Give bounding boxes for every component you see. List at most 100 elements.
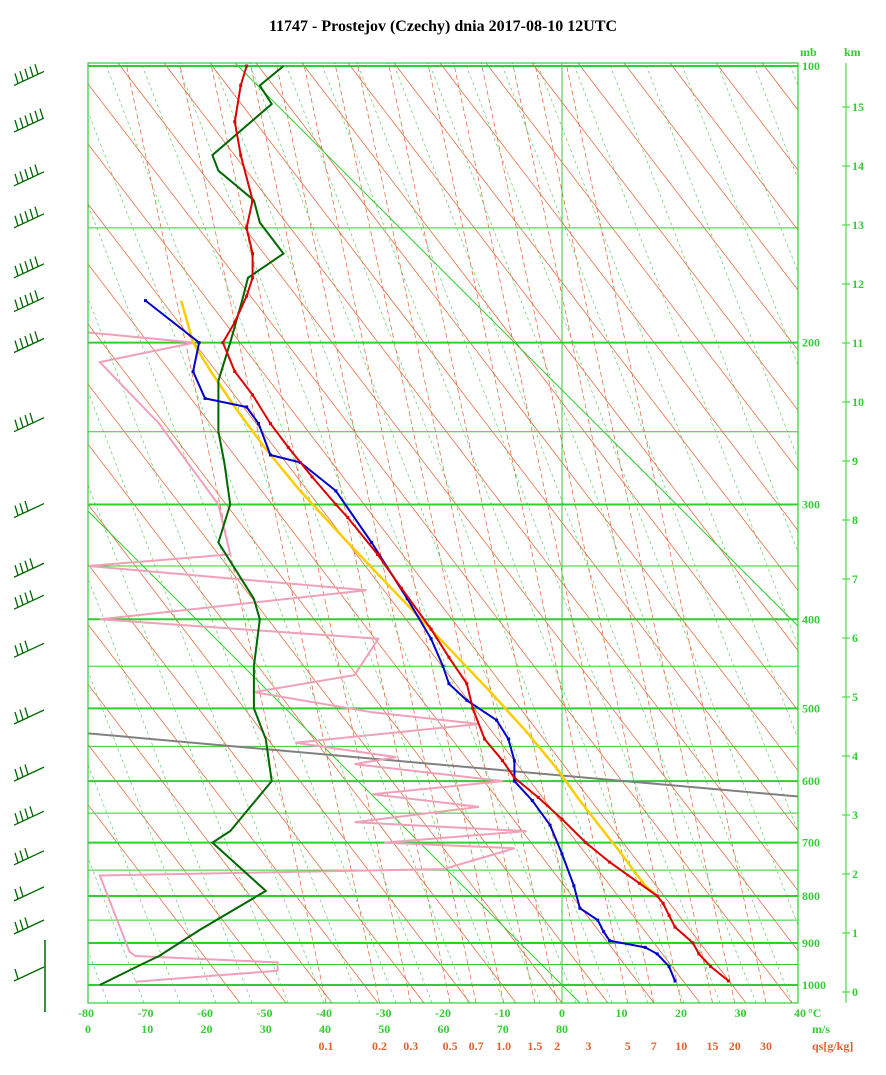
- mixing-ratio-line: [453, 63, 655, 1003]
- mixing-ratio-unit-label: qs[g/kg]: [812, 1039, 853, 1053]
- moist-adiabat-line: [88, 390, 325, 1003]
- wind-tick-label: 80: [556, 1022, 568, 1036]
- wind-barb: [13, 806, 45, 826]
- wind-barb-staff: [13, 263, 45, 279]
- wind-barb-feather: [19, 886, 24, 897]
- wind-barb-feather: [24, 414, 29, 426]
- wind-barb: [13, 412, 45, 433]
- pressure-tick-label: 100: [802, 59, 820, 73]
- dry-adiabat-line: [209, 63, 798, 832]
- temperature-tick-label: -30: [376, 1006, 392, 1020]
- temperature-tick-label: 30: [735, 1006, 747, 1020]
- temperature-point: [251, 198, 255, 202]
- moist-adiabat-line: [0, 0, 36, 1003]
- wind-barb-feather: [19, 919, 24, 930]
- dewpoint-point: [245, 405, 249, 409]
- pressure-tick-label: 200: [802, 336, 820, 350]
- wind_profile-series: [99, 65, 285, 986]
- pressure-unit-label: mb: [800, 45, 817, 59]
- height-tick-label: 8: [852, 513, 858, 527]
- mixing-ratio-line: [303, 63, 504, 1003]
- dewpoint-point: [667, 965, 671, 969]
- temperature-tick-label: -60: [197, 1006, 213, 1020]
- dry-adiabat-line: [577, 63, 798, 351]
- dewpoint-point: [465, 698, 469, 702]
- height-tick-label: 2: [852, 867, 858, 881]
- wind-barb-feather: [19, 810, 24, 822]
- moist-adiabat-line: [856, 0, 886, 1003]
- mixing-ratio-tick-label: 15: [707, 1039, 719, 1053]
- wind-barb-feather: [14, 711, 19, 723]
- dewpoint-point: [512, 759, 516, 763]
- dry-adiabat-line: [88, 623, 379, 1003]
- wind-barb-feather: [14, 215, 19, 227]
- mixing-ratio-line: [179, 63, 380, 1003]
- wind-barb-staff: [13, 562, 45, 578]
- wind-barb-feather: [14, 419, 19, 430]
- mixing-ratio-line: [356, 63, 558, 1003]
- dewpoint-point: [530, 799, 534, 803]
- wind-barb-feather: [19, 70, 24, 82]
- wind-tick-label: 20: [201, 1022, 213, 1036]
- dry-adiabat-line: [715, 63, 798, 171]
- wind-barb-staff: [13, 70, 45, 87]
- dry-adiabat-line: [88, 83, 793, 1003]
- dry-adiabat-line: [347, 63, 798, 652]
- moist-adiabat-line: [788, 63, 798, 87]
- temperature-point: [727, 979, 731, 983]
- humidity_line-series: [88, 331, 527, 983]
- pressure-tick-label: 700: [802, 836, 820, 850]
- wind-barb-staff: [13, 886, 45, 902]
- temperature-tick-label: 0: [559, 1006, 565, 1020]
- dewpoint-point: [268, 453, 272, 457]
- mixing-ratio-tick-label: 30: [760, 1039, 772, 1053]
- height-tick-label: 6: [852, 631, 858, 645]
- wind-tick-label: 70: [497, 1022, 509, 1036]
- dry-adiabat-line: [88, 803, 241, 1003]
- height-tick-label: 14: [852, 159, 864, 173]
- wind-barb-feather: [29, 292, 34, 303]
- wind-tick-label: 40: [319, 1022, 331, 1036]
- mixing-ratio-line: [334, 63, 536, 1003]
- temperature-point: [239, 83, 243, 87]
- dewpoint-point: [405, 597, 409, 601]
- dry-adiabat-line: [88, 383, 563, 1003]
- wind-barb-feather: [24, 260, 29, 272]
- moist-adiabat-line: [88, 297, 361, 1003]
- temperature-point: [245, 226, 249, 230]
- wind-barb-feather: [14, 888, 19, 900]
- wind-barb-staff: [13, 117, 45, 133]
- temperature-point: [560, 817, 564, 821]
- moist-adiabat-line: [176, 63, 541, 1003]
- mixing-ratio-line: [210, 63, 412, 1003]
- temperature-point: [697, 952, 701, 956]
- wind-barb: [13, 886, 45, 902]
- moist-adiabat-line: [392, 63, 757, 1003]
- temperature-tick-label: 20: [675, 1006, 687, 1020]
- height-tick-label: 4: [852, 749, 858, 763]
- isotherm-line: [88, 510, 581, 1003]
- wind-barb-feather: [29, 208, 34, 220]
- wind-barb: [13, 108, 45, 133]
- wind-barb-feather: [14, 565, 19, 576]
- wind-barb: [13, 848, 45, 866]
- mixing-ratio-tick-label: 10: [675, 1039, 687, 1053]
- dry-adiabat-line: [88, 743, 287, 1003]
- dewpoint-point: [191, 370, 195, 374]
- wind-barb: [13, 206, 45, 229]
- wind-tick-label: 10: [141, 1022, 153, 1036]
- wind-barb-feather: [14, 852, 19, 864]
- temperature-series: [221, 65, 730, 982]
- wind-barb-feather: [19, 642, 24, 654]
- temperature-point: [661, 901, 665, 905]
- height-tick-label: 9: [852, 454, 858, 468]
- temperature-tick-label: -50: [257, 1006, 273, 1020]
- mixing-ratio-tick-label: 5: [625, 1039, 631, 1053]
- wind-barb-feather: [29, 166, 34, 178]
- temperature-point: [637, 881, 641, 885]
- height-unit-label: km: [844, 45, 861, 59]
- dewpoint-point: [548, 823, 552, 827]
- wind-barb: [13, 590, 45, 610]
- temperature-tick-label: 40: [794, 1006, 806, 1020]
- wind-barb-feather: [19, 503, 24, 514]
